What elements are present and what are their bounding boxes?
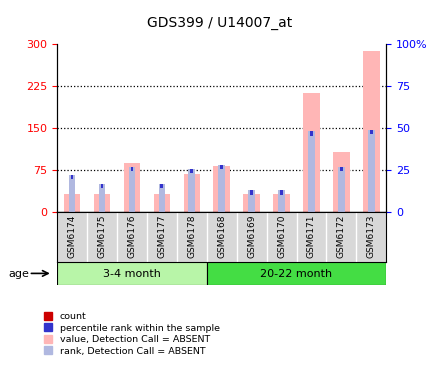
Bar bbox=[250, 209, 252, 212]
Text: GSM6172: GSM6172 bbox=[336, 215, 345, 258]
Bar bbox=[370, 209, 371, 212]
Bar bbox=[309, 131, 312, 136]
Legend: count, percentile rank within the sample, value, Detection Call = ABSENT, rank, : count, percentile rank within the sample… bbox=[40, 308, 223, 359]
Text: GSM6177: GSM6177 bbox=[157, 215, 166, 258]
Bar bbox=[69, 175, 75, 212]
Bar bbox=[99, 184, 105, 212]
Bar bbox=[369, 130, 372, 134]
Bar bbox=[279, 190, 282, 195]
Bar bbox=[220, 165, 223, 169]
Text: GSM6170: GSM6170 bbox=[276, 215, 286, 258]
Text: 20-22 month: 20-22 month bbox=[260, 269, 332, 279]
Bar bbox=[307, 131, 314, 212]
Bar bbox=[218, 165, 224, 212]
Bar bbox=[101, 209, 103, 212]
Bar bbox=[280, 209, 282, 212]
Bar bbox=[183, 174, 200, 212]
Bar bbox=[362, 51, 379, 212]
Bar bbox=[332, 152, 349, 212]
Text: GSM6175: GSM6175 bbox=[97, 215, 106, 258]
Bar bbox=[124, 163, 140, 212]
Bar bbox=[243, 194, 259, 212]
Bar bbox=[71, 209, 73, 212]
Text: GSM6176: GSM6176 bbox=[127, 215, 136, 258]
Bar bbox=[128, 167, 135, 212]
Bar bbox=[130, 167, 133, 171]
Text: age: age bbox=[9, 269, 30, 279]
Bar bbox=[160, 184, 163, 188]
Bar bbox=[190, 168, 193, 173]
Bar bbox=[153, 194, 170, 212]
Bar bbox=[273, 194, 289, 212]
Bar bbox=[213, 166, 230, 212]
Bar bbox=[64, 194, 80, 212]
Bar bbox=[160, 209, 162, 212]
Bar bbox=[278, 190, 284, 212]
Bar bbox=[131, 209, 133, 212]
Bar bbox=[310, 209, 312, 212]
Text: GSM6168: GSM6168 bbox=[217, 215, 226, 258]
Bar bbox=[339, 167, 342, 171]
Text: GSM6171: GSM6171 bbox=[306, 215, 315, 258]
Text: GSM6169: GSM6169 bbox=[247, 215, 255, 258]
Bar bbox=[220, 209, 222, 212]
Bar bbox=[337, 167, 344, 212]
Bar bbox=[100, 184, 103, 188]
Bar bbox=[339, 209, 342, 212]
Text: 3-4 month: 3-4 month bbox=[103, 269, 160, 279]
Bar bbox=[71, 175, 73, 179]
Bar bbox=[206, 262, 385, 285]
Text: GDS399 / U14007_at: GDS399 / U14007_at bbox=[147, 16, 291, 30]
Bar bbox=[188, 168, 194, 212]
Bar bbox=[250, 190, 252, 195]
Text: GSM6174: GSM6174 bbox=[67, 215, 76, 258]
Text: GSM6173: GSM6173 bbox=[366, 215, 375, 258]
Bar bbox=[57, 262, 206, 285]
Bar bbox=[303, 93, 319, 212]
Bar bbox=[367, 130, 374, 212]
Bar bbox=[248, 190, 254, 212]
Bar bbox=[94, 194, 110, 212]
Bar bbox=[190, 209, 192, 212]
Text: GSM6178: GSM6178 bbox=[187, 215, 196, 258]
Bar bbox=[158, 184, 165, 212]
